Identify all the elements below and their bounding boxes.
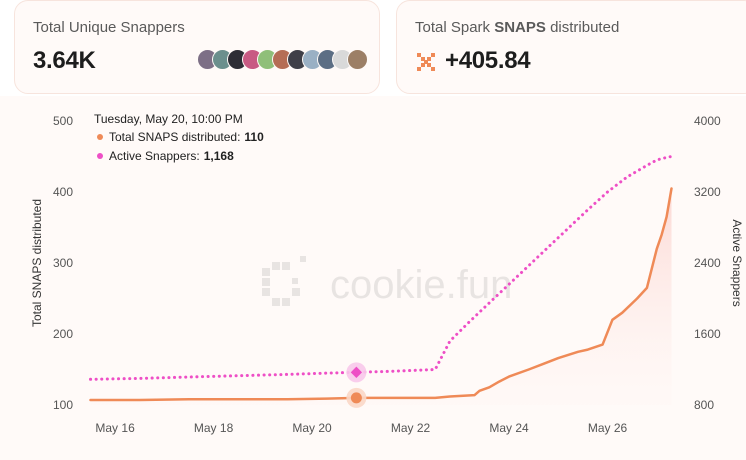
snappers-line	[89, 155, 673, 381]
y-left-tick-label: 300	[53, 256, 73, 270]
y-left-tick-label: 200	[53, 327, 73, 341]
watermark-text: cookie.fun	[330, 263, 512, 307]
tooltip-label: Total SNAPS distributed:	[109, 130, 241, 144]
card-title: Total Unique Snappers	[33, 19, 185, 36]
snappers-highlight-marker	[350, 366, 363, 378]
x-tick-label: May 24	[489, 421, 529, 435]
avatar	[347, 49, 368, 70]
card-title-prefix: Total Spark	[415, 19, 495, 36]
tooltip-label: Active Snappers:	[109, 149, 200, 163]
tooltip-value: 110	[244, 130, 264, 144]
snaps-highlight-marker	[350, 392, 362, 404]
y-right-tick-label: 2400	[694, 256, 721, 270]
y-left-tick-label: 500	[53, 114, 73, 128]
cookie-fun-watermark: cookie.fun	[262, 256, 512, 307]
card-title: Total Spark SNAPS distributed	[415, 19, 619, 36]
tooltip-value: 1,168	[203, 149, 234, 163]
spark-snaps-card: Total Spark SNAPS distributed +405.84	[396, 0, 746, 94]
x-tick-label: May 26	[588, 421, 628, 435]
tooltip-row-snaps: Total SNAPS distributed: 110	[94, 128, 264, 146]
spark-icon	[417, 53, 435, 71]
x-tick-label: May 18	[194, 421, 234, 435]
tooltip-date: Tuesday, May 20, 10:00 PM	[94, 112, 243, 126]
card-title-suffix: distributed	[545, 19, 620, 36]
snaps-area	[90, 188, 672, 405]
snaps-line	[89, 187, 673, 402]
card-title-bold: SNAPS	[494, 19, 546, 36]
chart-tooltip: Tuesday, May 20, 10:00 PM Total SNAPS di…	[94, 112, 264, 165]
y-left-tick-label: 400	[53, 185, 73, 199]
y-right-tick-label: 1600	[694, 327, 721, 341]
y-axis-left-label: Total SNAPS distributed	[30, 199, 44, 327]
orange-dot-icon	[97, 134, 103, 140]
y-right-tick-label: 800	[694, 398, 714, 412]
tooltip-row-snappers: Active Snappers: 1,168	[94, 147, 264, 165]
x-tick-label: May 22	[391, 421, 431, 435]
y-axis-right-label: Active Snappers	[730, 219, 744, 306]
y-right-tick-label: 3200	[694, 185, 721, 199]
y-left-tick-label: 100	[53, 398, 73, 412]
pink-dot-icon	[97, 153, 103, 159]
y-right-tick-label: 4000	[694, 114, 721, 128]
x-tick-label: May 20	[292, 421, 332, 435]
card-value: +405.84	[445, 47, 531, 74]
unique-snappers-card: Total Unique Snappers 3.64K	[14, 0, 380, 94]
x-tick-label: May 16	[95, 421, 135, 435]
card-value: 3.64K	[33, 47, 96, 74]
